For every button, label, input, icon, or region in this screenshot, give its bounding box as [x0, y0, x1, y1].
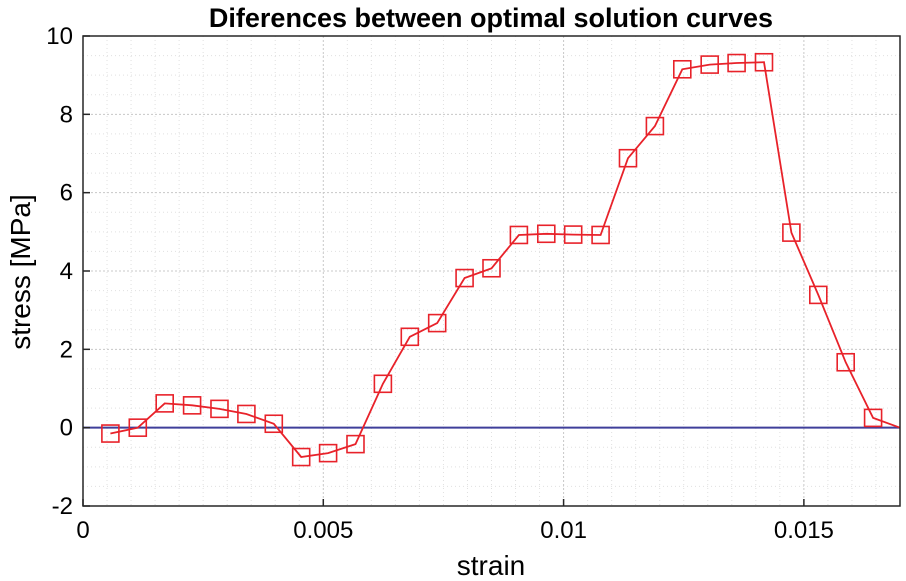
data-point-marker	[264, 414, 284, 434]
data-point-marker	[618, 148, 638, 168]
major-grid	[82, 35, 900, 507]
data-point-marker	[536, 224, 556, 244]
series-line-0	[110, 61, 901, 458]
data-point-marker	[373, 374, 393, 394]
data-point-marker	[836, 352, 855, 372]
x-tick-label: 0.015	[774, 517, 834, 544]
data-point-marker	[563, 225, 583, 244]
data-point-marker	[808, 285, 828, 305]
y-tick-label: -2	[52, 493, 73, 520]
data-point-marker	[182, 396, 202, 415]
x-tick-label: 0.01	[540, 517, 587, 544]
minor-grid	[83, 36, 901, 506]
data-point-marker	[672, 59, 692, 79]
data-point-marker	[727, 53, 746, 73]
data-point-marker	[101, 424, 120, 443]
y-tick-label: 0	[60, 415, 73, 442]
data-point-marker	[155, 394, 174, 413]
data-point-marker	[318, 443, 338, 463]
chart-title: Diferences between optimal solution curv…	[209, 3, 773, 33]
y-tick-label: 4	[60, 258, 73, 285]
data-point-marker	[427, 313, 447, 333]
data-point-marker	[782, 223, 801, 242]
data-point-marker	[700, 55, 719, 74]
y-axis-label: stress [MPa]	[5, 194, 36, 350]
y-tick-label: 2	[60, 336, 73, 363]
x-tick-label: 0	[76, 517, 89, 544]
data-point-marker	[863, 408, 883, 428]
data-point-marker	[291, 447, 311, 467]
data-point-marker	[754, 52, 774, 72]
data-point-marker	[346, 434, 365, 454]
data-point-marker	[482, 258, 501, 278]
data-point-marker	[400, 327, 420, 347]
data-point-marker	[455, 268, 474, 288]
data-point-marker	[237, 404, 256, 424]
y-tick-label: 6	[60, 180, 73, 207]
y-tick-label: 8	[60, 101, 73, 128]
series-layer	[101, 52, 901, 467]
y-tick-label: 10	[46, 23, 73, 50]
x-axis-label: strain	[457, 550, 525, 581]
data-point-marker	[591, 225, 610, 245]
data-point-marker	[210, 399, 229, 419]
data-point-marker	[645, 116, 665, 136]
x-tick-label: 0.005	[293, 517, 353, 544]
data-point-marker	[128, 418, 148, 437]
data-point-marker	[509, 225, 529, 245]
